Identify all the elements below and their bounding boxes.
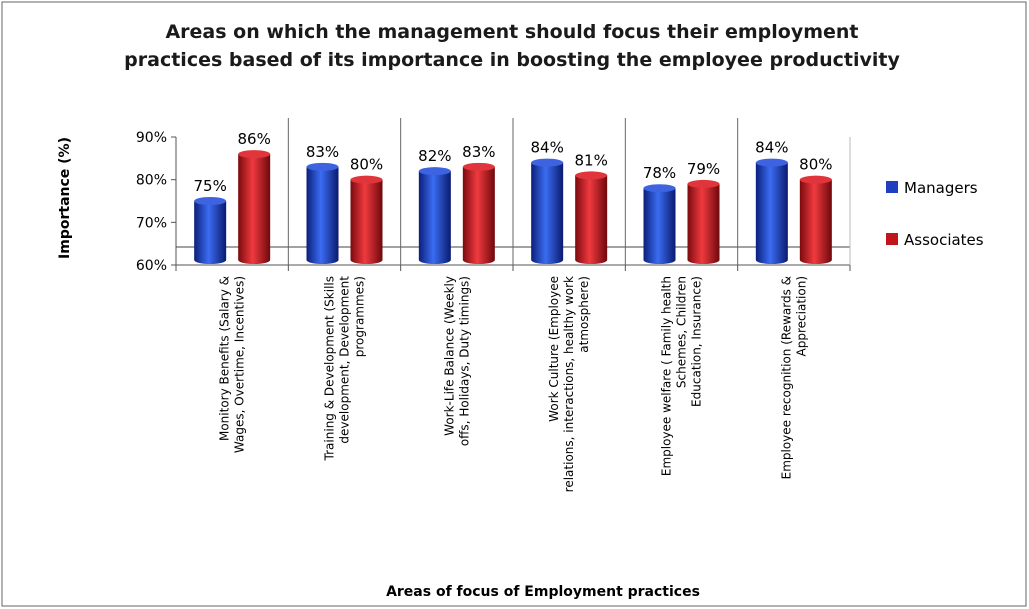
x-axis-label: Areas of focus of Employment practices [386, 584, 700, 600]
managers-bar-body [643, 188, 676, 264]
data-labels: 75% 86% 83% 80% 82% 83% 84% 81% 78% 79% 84% 80% [193, 130, 832, 195]
category-label-line: Education, Insurance) [690, 276, 704, 407]
legend-swatch-managers [886, 181, 898, 193]
managers-bar-top [418, 167, 451, 176]
managers-bar-body [755, 162, 788, 264]
y-tick-label: 80% [136, 173, 167, 189]
y-tick-label: 90% [136, 130, 167, 146]
y-tick-label: 70% [136, 215, 167, 231]
managers-bar [643, 184, 676, 264]
data-label: 78% [643, 164, 676, 182]
chart-title-line-2: practices based of its importance in boo… [124, 49, 900, 71]
managers-bar-body [418, 171, 451, 264]
category-label-line: Training & Development (Skills [323, 276, 337, 461]
managers-bar [306, 162, 339, 264]
category-label-line: offs, Holidays, Duty timings) [457, 276, 471, 446]
bars [194, 150, 832, 264]
legend-label-managers: Managers [904, 179, 978, 197]
category-label-line: Monitory Benefits (Salary & [218, 276, 232, 441]
y-tick-label: 60% [136, 258, 167, 274]
associates-bar-top [462, 162, 495, 171]
managers-bar-top [643, 184, 676, 193]
data-label: 84% [755, 139, 788, 157]
managers-bar-body [306, 166, 339, 264]
associates-bar-body [687, 183, 720, 264]
category-label-line: atmosphere) [577, 276, 591, 353]
category-label-line: Wages, Overtime, Incentives) [233, 276, 247, 453]
managers-bar-top [306, 162, 339, 171]
associates-bar-body [575, 175, 608, 264]
y-axis-label: Importance (%) [57, 137, 73, 259]
associates-bar-body [799, 179, 832, 264]
category-label: Employee welfare ( Family healthSchemes,… [660, 276, 704, 476]
managers-bar-body [194, 201, 227, 264]
data-label: 79% [687, 160, 720, 178]
associates-bar [462, 162, 495, 264]
managers-bar-body [531, 162, 564, 264]
category-label-line: Appreciation) [794, 276, 808, 356]
associates-bar-top [238, 150, 271, 159]
managers-bar [531, 158, 564, 264]
managers-bar [755, 158, 788, 264]
associates-bar-top [687, 179, 720, 188]
category-label: Employee recognition (Rewards &Appreciat… [779, 276, 808, 479]
associates-bar-body [238, 154, 271, 264]
legend-label-associates: Associates [904, 231, 984, 249]
data-label: 75% [193, 177, 226, 195]
associates-bar-top [575, 171, 608, 180]
data-label: 80% [799, 156, 832, 174]
associates-bar-top [799, 175, 832, 184]
associates-bar [687, 179, 720, 264]
category-label-line: Work-Life Balance (Weekly [442, 276, 456, 436]
data-label: 83% [462, 143, 495, 161]
associates-bar-body [350, 179, 383, 264]
data-label: 81% [574, 151, 607, 169]
associates-bar [575, 171, 608, 264]
category-label: Training & Development (Skillsdevelopmen… [323, 276, 367, 462]
category-labels: Monitory Benefits (Salary &Wages, Overti… [218, 276, 809, 493]
axes [175, 118, 851, 271]
category-label-line: development, Development [338, 276, 352, 444]
managers-bar [194, 197, 227, 264]
category-label-line: relations, interactions, healthy work [562, 276, 576, 492]
category-label-line: programmes) [353, 276, 367, 357]
data-label: 84% [530, 139, 563, 157]
associates-bar [350, 175, 383, 264]
data-label: 86% [237, 130, 270, 148]
data-label: 83% [306, 143, 339, 161]
category-label: Monitory Benefits (Salary &Wages, Overti… [218, 276, 247, 453]
associates-bar-body [462, 166, 495, 264]
associates-bar-top [350, 175, 383, 184]
associates-bar [238, 150, 271, 264]
category-label: Work-Life Balance (Weeklyoffs, Holidays,… [442, 276, 471, 446]
legend: Managers Associates [886, 179, 984, 249]
managers-bar-top [531, 158, 564, 167]
chart-title-line-1: Areas on which the management should foc… [165, 21, 858, 43]
associates-bar [799, 175, 832, 264]
category-label: Work Culture (Employeerelations, interac… [547, 276, 591, 492]
category-label-line: Work Culture (Employee [547, 276, 561, 422]
category-label-line: Employee welfare ( Family health [660, 276, 674, 476]
category-label-line: Schemes, Children [675, 276, 689, 388]
y-ticks: 60% 70% 80% 90% [136, 130, 176, 274]
category-label-line: Employee recognition (Rewards & [779, 276, 793, 479]
managers-bar-top [194, 197, 227, 205]
legend-swatch-associates [886, 233, 898, 245]
data-label: 80% [350, 156, 383, 174]
managers-bar [418, 167, 451, 264]
data-label: 82% [418, 147, 451, 165]
managers-bar-top [755, 158, 788, 167]
